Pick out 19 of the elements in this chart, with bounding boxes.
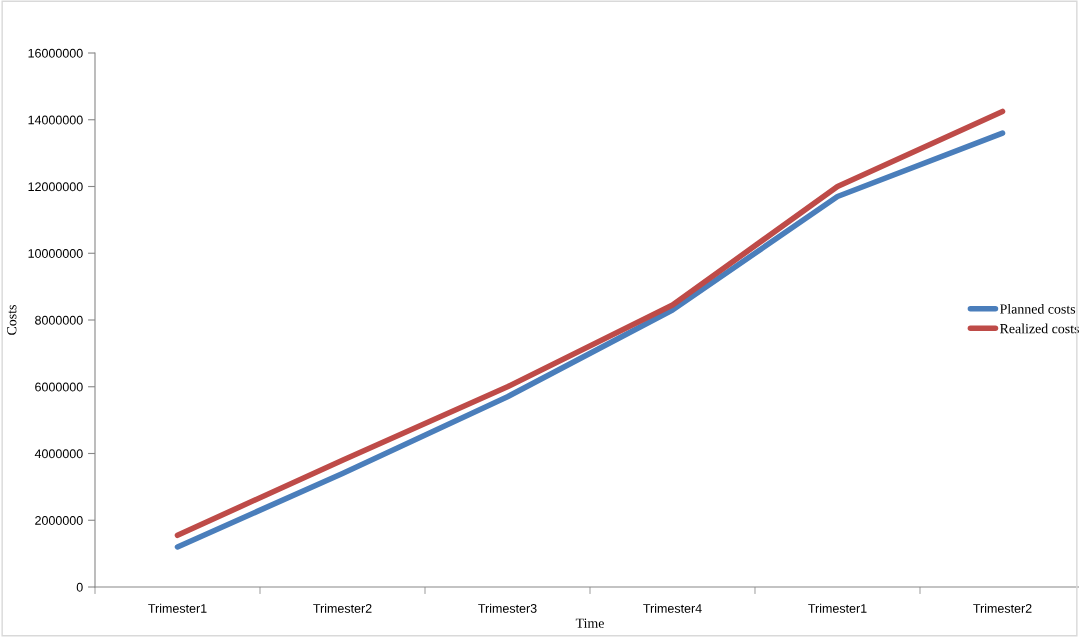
y-tick-label: 12000000 [28,182,83,192]
y-tick-label: 0 [76,582,83,592]
y-tick-label: 14000000 [28,115,83,125]
x-axis-title: Time [575,618,604,628]
y-tick-label: 10000000 [28,249,83,258]
y-tick-label: 6000000 [35,382,83,392]
legend-label: Planned costs [1000,303,1076,314]
x-tick-label: Trimester2 [313,603,372,613]
y-tick-label: 2000000 [35,516,83,525]
x-tick-label: Trimester1 [148,603,207,613]
x-tick-label: Trimester4 [643,603,702,613]
y-tick-label: 16000000 [28,48,83,58]
x-tick-label: Trimester3 [478,603,537,613]
legend-label: Realized costs [1000,323,1079,334]
x-tick-label: Trimester2 [973,603,1032,613]
y-tick-label: 4000000 [34,449,83,459]
y-axis-title: Costs [7,305,17,335]
y-tick-label: 8000000 [35,315,83,325]
x-tick-label: Trimester1 [808,603,867,613]
